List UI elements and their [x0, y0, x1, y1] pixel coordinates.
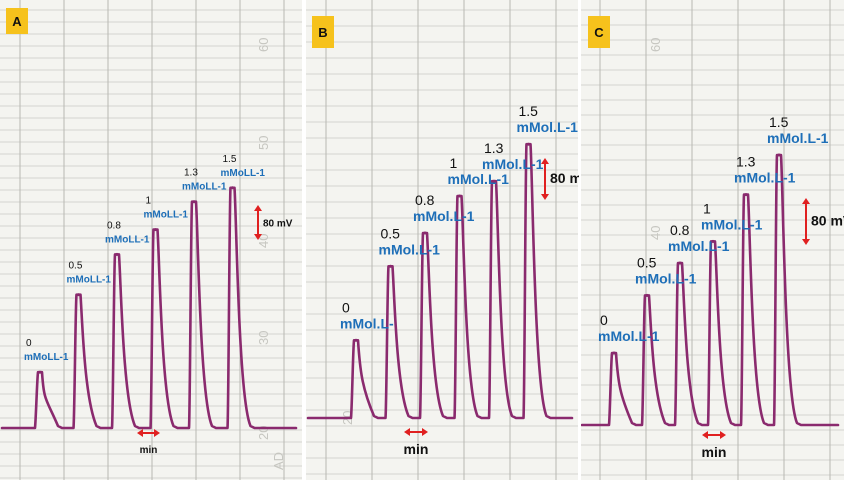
peak-marker — [492, 179, 496, 183]
peak-unit-label: mMol.L-1 — [701, 216, 763, 232]
peak-unit-label: mMoLL-1 — [144, 210, 189, 221]
time-label: min — [140, 445, 158, 456]
panel-badge-label: C — [594, 25, 604, 40]
time-arrow-head — [137, 429, 143, 437]
scale-arrow-head — [541, 194, 549, 200]
peak-concentration-label: 1 — [450, 155, 458, 171]
time-label: min — [404, 441, 429, 457]
paper-number: 40 — [648, 226, 663, 240]
peak-marker — [612, 351, 616, 355]
peak-concentration-label: 0 — [26, 338, 32, 349]
peak-unit-label: mMol.L-1 — [517, 119, 579, 135]
time-arrow-head — [702, 431, 708, 439]
peak-marker — [777, 153, 781, 157]
scale-arrow-head — [254, 205, 262, 211]
peak-concentration-label: 1.5 — [519, 103, 539, 119]
peak-concentration-label: 0 — [342, 299, 350, 315]
peak-marker — [115, 252, 119, 256]
peak-unit-label: mMol.L-1 — [598, 328, 660, 344]
peak-concentration-label: 1.3 — [184, 168, 198, 179]
peak-marker — [678, 261, 682, 265]
peak-concentration-label: 1.5 — [769, 114, 789, 130]
peak-marker — [744, 193, 748, 197]
panel-badge-label: A — [12, 14, 22, 29]
peak-concentration-label: 0.8 — [415, 192, 435, 208]
signal-trace — [306, 142, 574, 420]
peak-unit-label: mMol.L-1 — [734, 170, 796, 186]
time-arrow-head — [404, 428, 410, 436]
peak-concentration-label: 1 — [146, 196, 152, 207]
peak-marker — [38, 370, 42, 374]
panel-badge — [312, 16, 334, 48]
peak-concentration-label: 0.8 — [107, 220, 121, 231]
chart-panel-a: 6050403020AD0mMoLL-10.5mMoLL-10.8mMoLL-1… — [0, 0, 302, 480]
paper-number: 60 — [648, 38, 663, 52]
signal-trace — [580, 153, 840, 427]
peak-marker — [423, 231, 427, 235]
scale-label: 80 mV — [811, 213, 844, 229]
peak-unit-label: mMol.L-1 — [482, 156, 544, 172]
chart-panel-b: 200mMol.L-0.5mMol.L-10.8mMol.L-11mMol.L-… — [306, 0, 592, 480]
panel-badge-label: B — [318, 25, 327, 40]
panel-badge — [6, 8, 28, 34]
peak-concentration-label: 1.3 — [736, 154, 756, 170]
peak-unit-label: mMol.L-1 — [448, 171, 510, 187]
peak-unit-label: mMol.L-1 — [635, 270, 697, 286]
chart-panel-c: 60400mMol.L-10.5mMol.L-10.8mMol.L-11mMol… — [580, 0, 844, 480]
time-arrow-head — [154, 429, 160, 437]
peak-marker — [645, 293, 649, 297]
peak-concentration-label: 0.8 — [670, 222, 690, 238]
peak-unit-label: mMoLL-1 — [105, 234, 150, 245]
peak-marker — [192, 200, 196, 204]
peak-marker — [231, 186, 234, 190]
peak-concentration-label: 0.5 — [381, 225, 401, 241]
paper-number: 30 — [256, 331, 271, 345]
scale-arrow-head — [802, 198, 810, 204]
paper-number: 50 — [256, 136, 271, 150]
peak-concentration-label: 0.5 — [69, 261, 83, 272]
peak-concentration-label: 1.3 — [484, 140, 504, 156]
peak-unit-label: mMol.L-1 — [379, 241, 441, 257]
scale-label: 80 mV — [263, 219, 293, 230]
panel-badge — [588, 16, 610, 48]
peak-marker — [154, 228, 157, 232]
peak-marker — [458, 194, 461, 198]
peak-marker — [354, 338, 358, 342]
peak-unit-label: mMoLL-1 — [24, 352, 69, 363]
peak-unit-label: mMol.L-1 — [668, 238, 730, 254]
peak-unit-label: mMol.L- — [340, 315, 394, 331]
peak-unit-label: mMol.L-1 — [767, 130, 829, 146]
peak-marker — [389, 264, 392, 268]
time-arrow-head — [720, 431, 726, 439]
time-label: min — [702, 444, 727, 460]
peak-concentration-label: 0.5 — [637, 254, 657, 270]
peak-concentration-label: 1 — [703, 200, 711, 216]
panel-separator — [303, 0, 305, 480]
chart-paper — [306, 0, 578, 480]
peak-marker — [527, 142, 530, 146]
scale-arrow-head — [802, 239, 810, 245]
peak-marker — [77, 293, 80, 297]
peak-unit-label: mMoLL-1 — [182, 182, 227, 193]
corner-text: AD — [271, 452, 286, 470]
scale-arrow-head — [541, 158, 549, 164]
peak-unit-label: mMoLL-1 — [67, 275, 112, 286]
panel-separator — [579, 0, 581, 480]
peak-unit-label: mMol.L-1 — [413, 208, 475, 224]
signal-trace — [0, 186, 298, 430]
peak-unit-label: mMoLL-1 — [221, 168, 266, 179]
peak-concentration-label: 1.5 — [223, 154, 237, 165]
paper-number: 60 — [256, 38, 271, 52]
scale-arrow-head — [254, 234, 262, 240]
peak-marker — [711, 239, 715, 243]
time-arrow-head — [422, 428, 428, 436]
peak-concentration-label: 0 — [600, 312, 608, 328]
